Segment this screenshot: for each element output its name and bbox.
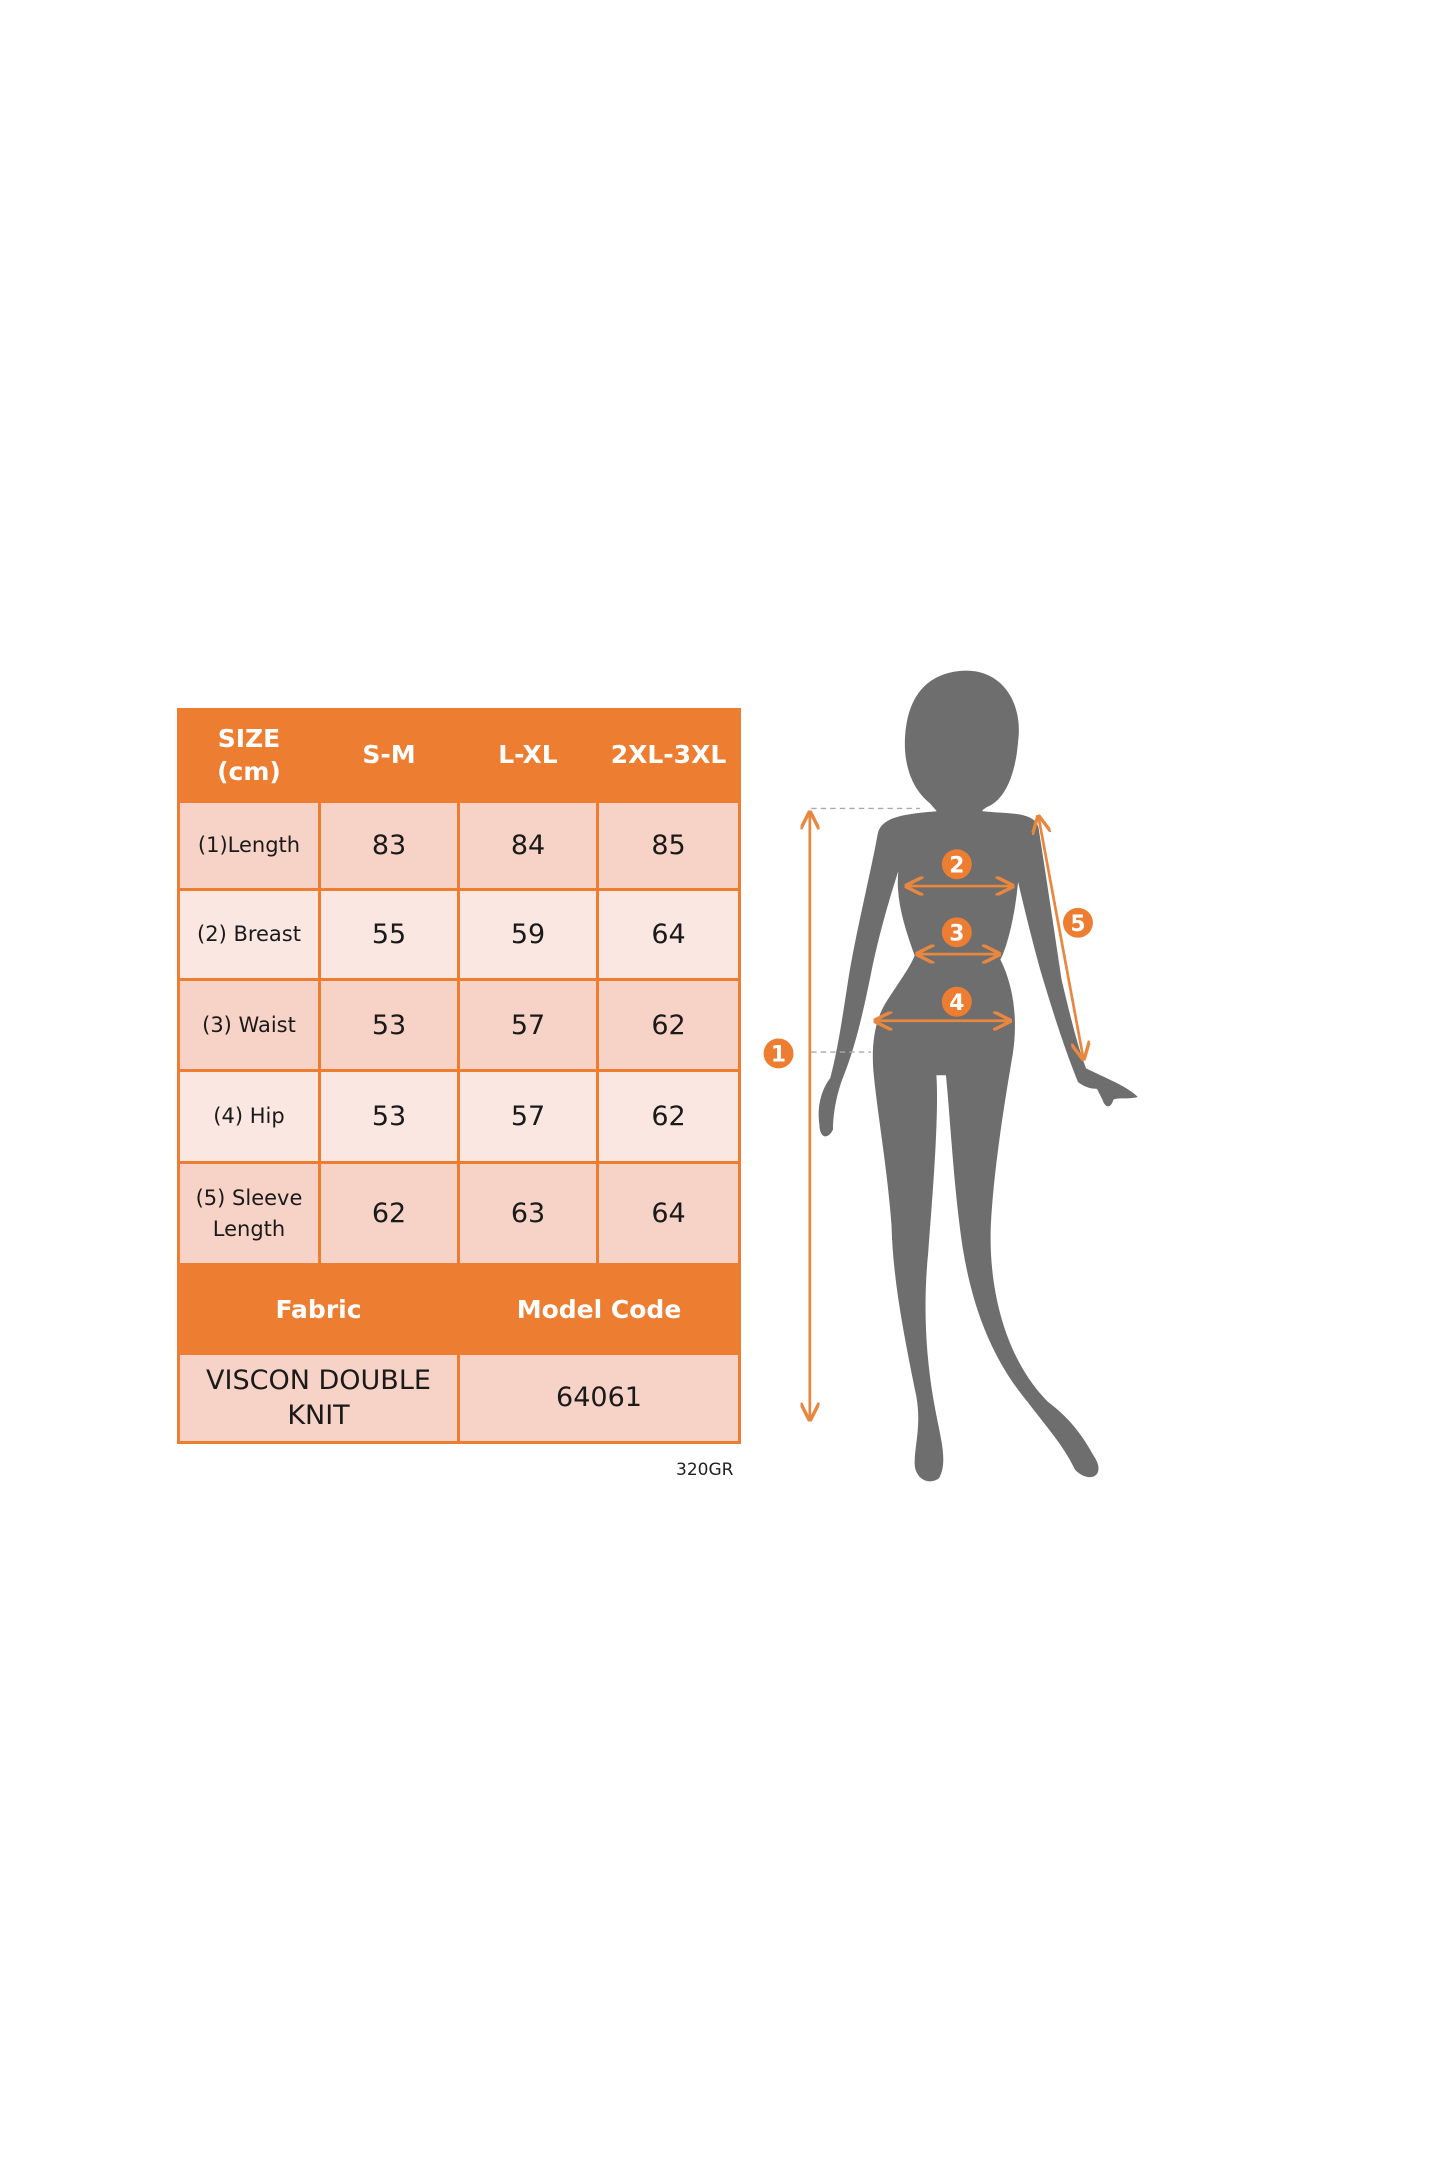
size-header: SIZE (cm) — [177, 708, 321, 803]
fabric-header-row: Fabric Model Code — [177, 1263, 741, 1355]
svg-text:4: 4 — [949, 991, 964, 1016]
size-2xl-3xl-header: 2XL-3XL — [596, 708, 741, 803]
marker-5: 5 — [1062, 907, 1093, 938]
fabric-value: VISCON DOUBLE KNIT — [177, 1352, 460, 1444]
size-label: SIZE — [217, 724, 281, 753]
row-label-line: (5) Sleeve — [195, 1186, 303, 1211]
cell: 62 — [596, 978, 741, 1072]
table-row-length: (1)Length 83 84 85 — [177, 800, 741, 891]
marker-3: 3 — [941, 917, 972, 948]
row-label: (2) Breast — [177, 888, 321, 981]
cell: 59 — [457, 888, 599, 981]
model-code-value: 64061 — [457, 1352, 741, 1444]
marker-2: 2 — [941, 849, 972, 880]
cell: 63 — [457, 1161, 599, 1266]
table-row-sleeve-length: (5) Sleeve Length 62 63 64 — [177, 1161, 741, 1266]
svg-text:2: 2 — [949, 853, 964, 878]
cell: 53 — [318, 978, 460, 1072]
marker-4: 4 — [941, 986, 972, 1017]
sleeve-arrow — [1038, 817, 1083, 1059]
row-label: (1)Length — [177, 800, 321, 891]
svg-text:3: 3 — [949, 921, 964, 946]
model-code-header: Model Code — [457, 1263, 741, 1355]
table-row-hip: (4) Hip 53 57 62 — [177, 1069, 741, 1164]
cell: 57 — [457, 978, 599, 1072]
row-label-line: Length — [212, 1216, 286, 1241]
size-chart-table: SIZE (cm) S-M L-XL 2XL-3XL (1)Length 83 8… — [177, 708, 741, 1444]
header-row: SIZE (cm) S-M L-XL 2XL-3XL — [177, 708, 741, 803]
cell: 85 — [596, 800, 741, 891]
cell: 83 — [318, 800, 460, 891]
unit-label: (cm) — [217, 756, 281, 786]
cell: 62 — [596, 1069, 741, 1164]
code-note: 320GR — [676, 1460, 734, 1480]
cell: 64 — [596, 1161, 741, 1266]
row-label: (5) Sleeve Length — [177, 1161, 321, 1266]
fabric-line: KNIT — [287, 1400, 350, 1431]
row-label: (4) Hip — [177, 1069, 321, 1164]
cell: 53 — [318, 1069, 460, 1164]
row-label: (3) Waist — [177, 978, 321, 1072]
cell: 55 — [318, 888, 460, 981]
cell: 64 — [596, 888, 741, 981]
size-l-xl-header: L-XL — [457, 708, 599, 803]
size-s-m-header: S-M — [318, 708, 460, 803]
table-row-breast: (2) Breast 55 59 64 — [177, 888, 741, 981]
cell: 84 — [457, 800, 599, 891]
silhouette-icon — [818, 670, 1138, 1482]
length-guides — [811, 807, 921, 1053]
fabric-line: VISCON DOUBLE — [206, 1364, 431, 1396]
marker-1: 1 — [763, 1038, 794, 1069]
table-row-waist: (3) Waist 53 57 62 — [177, 978, 741, 1072]
svg-text:1: 1 — [771, 1043, 786, 1068]
cell: 57 — [457, 1069, 599, 1164]
svg-text:5: 5 — [1070, 912, 1085, 937]
fabric-row: VISCON DOUBLE KNIT 64061 — [177, 1352, 741, 1444]
fabric-header: Fabric — [177, 1263, 460, 1355]
cell: 62 — [318, 1161, 460, 1266]
